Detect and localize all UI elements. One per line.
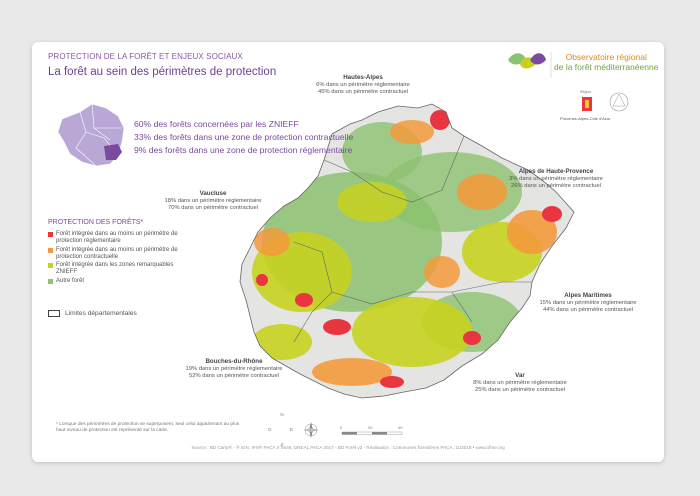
legend-swatch-orange bbox=[48, 247, 53, 253]
legend-item-contractual: Forêt intégrée dans au moins un périmètr… bbox=[48, 247, 178, 262]
forest-regl-5 bbox=[380, 376, 404, 388]
france-inset-paca-highlight bbox=[104, 144, 122, 160]
forest-regl-3 bbox=[323, 319, 351, 335]
observatory-name-line2: de la forêt méditerranéenne bbox=[554, 62, 659, 72]
region-name: Hautes-Alpes bbox=[343, 74, 383, 81]
legend-item-label: Forêt intégrée dans au moins un périmètr… bbox=[56, 246, 178, 260]
summary-stats: 60% des forêts concernées par les ZNIEFF… bbox=[134, 118, 353, 157]
region-label-alpes-de-haute-provence: Alpes de Haute-Provence 3% dans un périm… bbox=[496, 168, 616, 191]
compass-west: O bbox=[268, 427, 272, 432]
scale-tick-20: 20 bbox=[368, 425, 373, 430]
region-stat-regl: 8% dans un périmètre réglementaire bbox=[473, 380, 567, 387]
forest-regl-4 bbox=[463, 331, 481, 345]
region-name: Bouches-du-Rhône bbox=[205, 358, 263, 365]
forest-other-2 bbox=[382, 152, 522, 232]
compass-south: S bbox=[280, 442, 284, 447]
france-inset-regions bbox=[75, 103, 122, 167]
forest-regl-7 bbox=[256, 274, 268, 286]
region-stat-contract: 25% dans un périmètre contractuel bbox=[475, 387, 565, 394]
region-stat-contract: 44% dans un périmètre contractuel bbox=[543, 307, 633, 314]
legend-swatch-red bbox=[48, 232, 53, 237]
region-name: Alpes de Haute-Provence bbox=[518, 168, 594, 175]
region-stat-regl: 15% dans un périmètre réglementaire bbox=[539, 300, 637, 307]
compass-north: N bbox=[280, 412, 284, 417]
legend-item-other: Autre forêt bbox=[48, 278, 178, 285]
forest-znieff-5 bbox=[252, 324, 312, 360]
department-limit-swatch bbox=[48, 310, 60, 317]
scale-tick-0: 0 bbox=[340, 425, 343, 430]
scale-bar bbox=[341, 431, 403, 435]
stat-contractual: 33% des forêts dans une zone de protecti… bbox=[134, 132, 354, 142]
forest-contract-5 bbox=[390, 120, 434, 144]
region-stat-contract: 52% dans un périmètre contractuel bbox=[189, 373, 279, 380]
observatory-leaf-logo bbox=[508, 53, 546, 69]
legend-item-znieff: Forêt intégrée dans les zones remarquabl… bbox=[48, 262, 178, 277]
forest-znieff-4 bbox=[337, 182, 407, 222]
legend-department-limits: Limites départementales bbox=[48, 310, 137, 317]
prefecture-label: Provence-Alpes-Côte d'Azur bbox=[560, 116, 611, 121]
scale-tick-40: 40 bbox=[398, 425, 403, 430]
forest-regl-2 bbox=[542, 206, 562, 222]
legend-item-label: Forêt intégrée dans au moins un périmètr… bbox=[56, 231, 178, 245]
department-boundaries bbox=[239, 103, 575, 399]
stat-regulatory: 9% des forêts dans une zone de protectio… bbox=[134, 145, 353, 155]
map-card: PROTECTION DE LA FORÊT ET ENJEUX SOCIAUX… bbox=[32, 42, 664, 462]
stat-znieff: 60% des forêts concernées par les ZNIEFF bbox=[134, 119, 299, 129]
section-kicker: PROTECTION DE LA FORÊT ET ENJEUX SOCIAUX bbox=[48, 52, 243, 61]
forest-contract-6 bbox=[424, 256, 460, 288]
observatory-name-line1: Observatoire régional bbox=[565, 52, 647, 62]
region-label-alpes-maritimes: Alpes Maritimes 15% dans un périmètre ré… bbox=[528, 292, 648, 315]
source-credit: Source : BD Carto® - ® IGN, IFN® PACA n°… bbox=[191, 445, 505, 450]
legend-item-regulatory: Forêt intégrée dans au moins un périmètr… bbox=[48, 231, 178, 246]
region-stat-contract: 26% dans un périmètre contractuel bbox=[511, 183, 601, 190]
legend-item-label: Autre forêt bbox=[56, 277, 85, 284]
forest-patches bbox=[252, 110, 562, 388]
observatory-name: Observatoire régional de la forêt médite… bbox=[554, 52, 658, 72]
department-limit-label: Limites départementales bbox=[65, 310, 137, 317]
region-name: Vaucluse bbox=[199, 190, 227, 197]
region-label-var: Var 8% dans un périmètre réglementaire 2… bbox=[460, 372, 580, 395]
map-legend: Forêt intégrée dans au moins un périmètr… bbox=[48, 231, 178, 286]
page-title: La forêt au sein des périmètres de prote… bbox=[48, 66, 277, 78]
region-label-vaucluse: Vaucluse 18% dans un périmètre réglement… bbox=[158, 190, 268, 213]
region-label: Région bbox=[580, 90, 592, 94]
region-name: Alpes Maritimes bbox=[564, 292, 612, 299]
region-stat-regl: 3% dans un périmètre réglementaire bbox=[509, 176, 603, 183]
forest-contract-4 bbox=[254, 228, 290, 256]
compass-rose bbox=[303, 422, 319, 438]
forest-contract-1 bbox=[457, 174, 507, 210]
region-stat-regl: 6% dans un périmètre réglementaire bbox=[316, 82, 410, 89]
region-stat-contract: 45% dans un périmètre contractuel bbox=[318, 89, 408, 96]
compass-east: E bbox=[290, 427, 294, 432]
region-name: Var bbox=[515, 372, 525, 379]
forest-contract-2 bbox=[507, 210, 557, 254]
region-stat-regl: 18% dans un périmètre réglementaire bbox=[164, 198, 262, 205]
legend-swatch-yellow bbox=[48, 263, 53, 269]
region-label-hautes-alpes: Hautes-Alpes 6% dans un périmètre réglem… bbox=[308, 74, 418, 97]
region-stat-contract: 70% dans un périmètre contractuel bbox=[168, 205, 258, 212]
legend-swatch-green bbox=[48, 278, 53, 284]
forest-regl-1 bbox=[430, 110, 450, 130]
forest-regl-6 bbox=[295, 293, 313, 307]
footnote: * Lorsque des périmètres de protection s… bbox=[56, 422, 240, 433]
prefecture-seal bbox=[609, 92, 629, 112]
legend-item-label: Forêt intégrée dans les zones remarquabl… bbox=[56, 262, 174, 276]
region-emblem bbox=[582, 97, 592, 111]
department-internal-boundaries bbox=[293, 135, 532, 343]
map-canvas bbox=[57, 52, 629, 438]
region-stat-regl: 19% dans un périmètre réglementaire bbox=[185, 366, 283, 373]
legend-title: PROTECTION DES FORÊTS* bbox=[48, 219, 144, 226]
forest-znieff-2 bbox=[352, 297, 472, 367]
forest-contract-3 bbox=[312, 358, 392, 386]
region-label-bouches-du-rhone: Bouches-du-Rhône 19% dans un périmètre r… bbox=[174, 358, 294, 381]
